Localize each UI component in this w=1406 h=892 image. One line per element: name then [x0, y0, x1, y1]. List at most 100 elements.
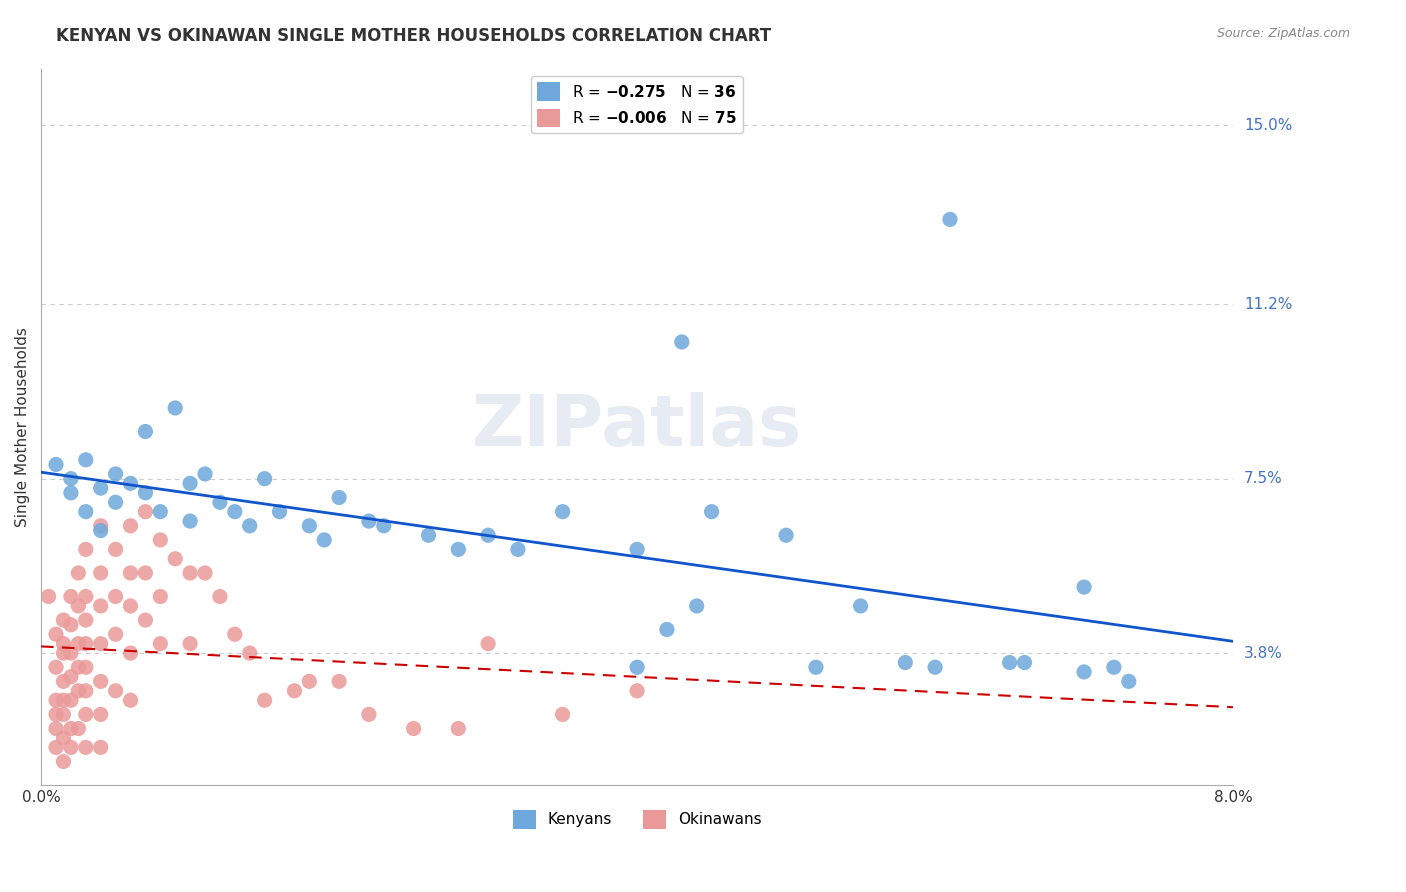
Point	[939, 212, 962, 227]
Point	[149, 637, 172, 651]
Point	[1102, 660, 1125, 674]
Point	[239, 646, 262, 660]
Point	[328, 491, 350, 505]
Point	[45, 707, 67, 722]
Point	[52, 755, 75, 769]
Point	[75, 590, 97, 604]
Point	[59, 617, 82, 632]
Point	[120, 646, 142, 660]
Point	[998, 656, 1021, 670]
Point	[52, 674, 75, 689]
Point	[75, 707, 97, 722]
Point	[104, 627, 127, 641]
Point	[298, 674, 321, 689]
Text: 7.5%: 7.5%	[1244, 471, 1282, 486]
Point	[90, 740, 112, 755]
Point	[52, 613, 75, 627]
Point	[134, 613, 156, 627]
Point	[551, 707, 574, 722]
Text: Source: ZipAtlas.com: Source: ZipAtlas.com	[1216, 27, 1350, 40]
Point	[67, 566, 90, 580]
Point	[67, 722, 90, 736]
Point	[775, 528, 797, 542]
Point	[75, 452, 97, 467]
Point	[90, 637, 112, 651]
Point	[52, 646, 75, 660]
Point	[59, 693, 82, 707]
Point	[134, 566, 156, 580]
Point	[149, 590, 172, 604]
Point	[67, 599, 90, 613]
Point	[269, 505, 291, 519]
Point	[655, 623, 678, 637]
Point	[149, 533, 172, 547]
Point	[90, 481, 112, 495]
Point	[67, 637, 90, 651]
Point	[59, 740, 82, 755]
Text: ZIPatlas: ZIPatlas	[472, 392, 803, 461]
Point	[134, 425, 156, 439]
Point	[90, 674, 112, 689]
Point	[75, 637, 97, 651]
Point	[179, 637, 201, 651]
Point	[224, 505, 246, 519]
Point	[38, 590, 60, 604]
Text: 15.0%: 15.0%	[1244, 118, 1292, 133]
Point	[134, 485, 156, 500]
Y-axis label: Single Mother Households: Single Mother Households	[15, 326, 30, 527]
Point	[52, 693, 75, 707]
Point	[45, 660, 67, 674]
Point	[45, 722, 67, 736]
Point	[357, 514, 380, 528]
Point	[149, 505, 172, 519]
Point	[224, 627, 246, 641]
Point	[120, 599, 142, 613]
Point	[52, 637, 75, 651]
Point	[208, 495, 231, 509]
Point	[45, 740, 67, 755]
Point	[283, 683, 305, 698]
Point	[90, 707, 112, 722]
Point	[253, 472, 276, 486]
Point	[59, 722, 82, 736]
Point	[179, 566, 201, 580]
Point	[671, 334, 693, 349]
Point	[120, 693, 142, 707]
Point	[208, 590, 231, 604]
Point	[67, 683, 90, 698]
Point	[179, 514, 201, 528]
Point	[804, 660, 827, 674]
Point	[45, 693, 67, 707]
Point	[59, 485, 82, 500]
Point	[314, 533, 336, 547]
Point	[477, 528, 499, 542]
Point	[120, 476, 142, 491]
Point	[104, 683, 127, 698]
Point	[239, 518, 262, 533]
Point	[477, 637, 499, 651]
Point	[165, 551, 187, 566]
Point	[447, 722, 470, 736]
Legend: Kenyans, Okinawans: Kenyans, Okinawans	[506, 804, 768, 835]
Text: 3.8%: 3.8%	[1244, 646, 1284, 661]
Point	[104, 495, 127, 509]
Point	[134, 505, 156, 519]
Point	[75, 740, 97, 755]
Point	[626, 542, 648, 557]
Point	[75, 505, 97, 519]
Point	[52, 731, 75, 745]
Point	[1073, 580, 1095, 594]
Point	[686, 599, 709, 613]
Point	[75, 613, 97, 627]
Point	[924, 660, 946, 674]
Point	[75, 660, 97, 674]
Point	[45, 458, 67, 472]
Point	[179, 476, 201, 491]
Point	[626, 683, 648, 698]
Point	[1014, 656, 1036, 670]
Point	[90, 524, 112, 538]
Point	[75, 683, 97, 698]
Point	[402, 722, 425, 736]
Point	[700, 505, 723, 519]
Point	[194, 566, 217, 580]
